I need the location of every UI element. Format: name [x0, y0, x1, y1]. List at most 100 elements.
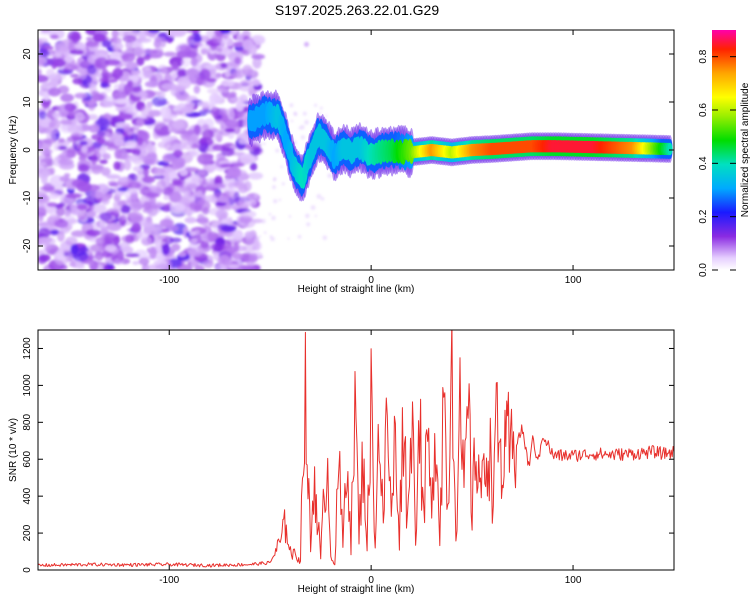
noise-speckle [261, 218, 266, 224]
y-tick-label: 1200 [22, 337, 33, 360]
noise-cell [124, 195, 132, 206]
noise-cell [199, 137, 207, 144]
noise-cell [125, 61, 139, 70]
noise-cell [38, 190, 48, 202]
noise-cell [83, 196, 100, 206]
noise-cell [137, 137, 144, 146]
noise-cell [157, 64, 168, 76]
noise-cell [216, 236, 225, 246]
noise-cell [108, 182, 119, 187]
noise-cell [65, 152, 73, 158]
noise-speckle [299, 124, 305, 130]
noise-cell [125, 234, 135, 244]
noise-speckle [252, 199, 255, 203]
noise-cell [231, 69, 242, 75]
noise-cell [225, 119, 240, 128]
noise-speckle [325, 114, 328, 117]
noise-cell [90, 203, 107, 214]
snr-series-line [38, 330, 674, 568]
spectrogram-y-label: Frequency (Hz) [8, 116, 19, 185]
noise-cell [132, 148, 141, 156]
noise-cell [233, 191, 240, 204]
noise-cell [135, 117, 145, 127]
noise-cell [114, 148, 122, 160]
noise-cell [197, 101, 214, 107]
spectrogram-x-ticks: -100 0 100 [159, 30, 582, 286]
noise-cell [248, 255, 258, 263]
noise-cell [231, 205, 239, 210]
noise-cell [226, 216, 233, 227]
noise-cell [223, 204, 232, 211]
spectrogram-noise-layer [38, 30, 333, 270]
figure-title: S197.2025.263.22.01.G29 [275, 2, 439, 18]
noise-cell [48, 121, 56, 128]
noise-speckle [314, 214, 317, 218]
noise-cell [242, 64, 253, 77]
noise-cell [111, 30, 119, 39]
noise-cell [176, 76, 191, 87]
noise-speckle [271, 215, 276, 221]
noise-cell [102, 153, 111, 160]
noise-cell [232, 41, 246, 47]
y-tick-label: -20 [22, 238, 33, 253]
noise-cell [240, 210, 257, 219]
noise-cell [227, 264, 240, 269]
noise-cell [215, 209, 229, 220]
noise-cell [113, 199, 123, 211]
noise-cell [190, 143, 198, 150]
noise-cell [101, 68, 109, 80]
noise-cell [99, 212, 112, 222]
noise-cell [233, 241, 240, 253]
noise-cell [83, 223, 94, 229]
noise-speckle [262, 142, 266, 146]
noise-cell [216, 47, 223, 53]
noise-cell [90, 190, 103, 199]
noise-cell [220, 163, 235, 168]
noise-cell [130, 75, 139, 83]
snr-y-label: SNR (10 * v/v) [8, 418, 19, 482]
noise-cell [189, 231, 196, 237]
noise-speckle [316, 194, 322, 199]
noise-cell [126, 188, 139, 194]
noise-cell [189, 149, 200, 156]
noise-cell [46, 68, 55, 79]
noise-cell [38, 207, 47, 217]
noise-cell [219, 30, 231, 34]
noise-cell [94, 251, 104, 261]
noise-cell [176, 69, 188, 78]
noise-speckle [268, 212, 272, 216]
noise-cell [94, 57, 110, 69]
noise-cell [128, 154, 140, 162]
noise-speckle [302, 111, 307, 116]
noise-speckle [254, 236, 260, 242]
noise-cell [159, 218, 174, 228]
noise-cell [46, 58, 55, 66]
noise-cell [209, 93, 221, 105]
noise-cell [230, 73, 243, 78]
noise-cell [169, 202, 186, 214]
noise-cell [239, 153, 256, 165]
noise-speckle [327, 173, 332, 178]
noise-cell [124, 140, 137, 148]
noise-cell [60, 93, 74, 103]
noise-cell [42, 81, 58, 86]
noise-cell [197, 170, 207, 176]
noise-cell [195, 190, 203, 197]
noise-speckle [288, 215, 292, 218]
noise-cell [198, 43, 209, 50]
noise-cell [123, 159, 132, 171]
noise-speckle [306, 222, 311, 227]
noise-cell [53, 142, 60, 151]
noise-cell [156, 179, 167, 191]
noise-cell [64, 173, 71, 178]
noise-cell [138, 30, 147, 41]
noise-cell [106, 222, 122, 232]
noise-cell [132, 203, 144, 210]
snr-frame [37, 329, 675, 571]
y-tick-label: 400 [22, 487, 33, 504]
noise-cell [74, 92, 87, 99]
noise-cell [215, 201, 227, 207]
noise-speckle [310, 205, 316, 211]
noise-cell [60, 119, 73, 125]
noise-cell [38, 118, 43, 124]
